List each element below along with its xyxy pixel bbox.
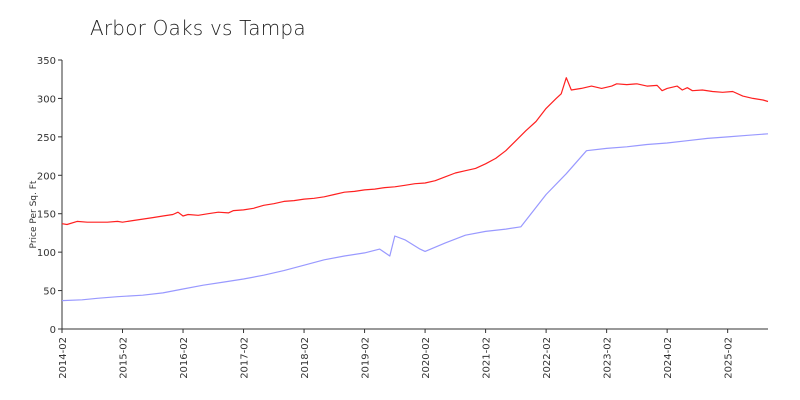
y-tick-label: 150 <box>37 210 56 221</box>
x-tick-label: 2021-02 <box>482 337 493 379</box>
x-tick-label: 2014-02 <box>58 337 69 379</box>
y-tick-label: 0 <box>50 325 56 336</box>
chart-title: Arbor Oaks vs Tampa <box>90 16 306 40</box>
x-tick-label: 2023-02 <box>603 337 614 379</box>
x-tick-label: 2025-02 <box>724 337 735 379</box>
series-line-2 <box>61 133 769 302</box>
y-tick-label: 50 <box>43 287 56 298</box>
series-group <box>61 77 769 302</box>
y-tick-label: 350 <box>37 56 56 67</box>
series-line-1 <box>61 77 769 226</box>
x-tick-label: 2016-02 <box>179 337 190 379</box>
y-axis-ticks: 0 50 100 150 200 250 300 350 <box>37 56 62 336</box>
x-tick-label: 2015-02 <box>119 337 130 379</box>
y-tick-label: 250 <box>37 133 56 144</box>
y-axis-title: Price Per Sq. Ft <box>29 180 39 248</box>
x-tick-label: 2019-02 <box>361 337 372 379</box>
x-tick-label: 2017-02 <box>240 337 251 379</box>
y-tick-label: 200 <box>37 171 56 182</box>
x-tick-label: 2024-02 <box>663 337 674 379</box>
y-tick-label: 100 <box>37 248 56 259</box>
x-tick-label: 2018-02 <box>300 337 311 379</box>
x-tick-label: 2020-02 <box>421 337 432 379</box>
x-axis-ticks: 2014-02 2015-02 2016-02 2017-02 2018-02 2019-… <box>58 329 735 379</box>
x-tick-label: 2022-02 <box>542 337 553 379</box>
y-tick-label: 300 <box>37 94 56 105</box>
